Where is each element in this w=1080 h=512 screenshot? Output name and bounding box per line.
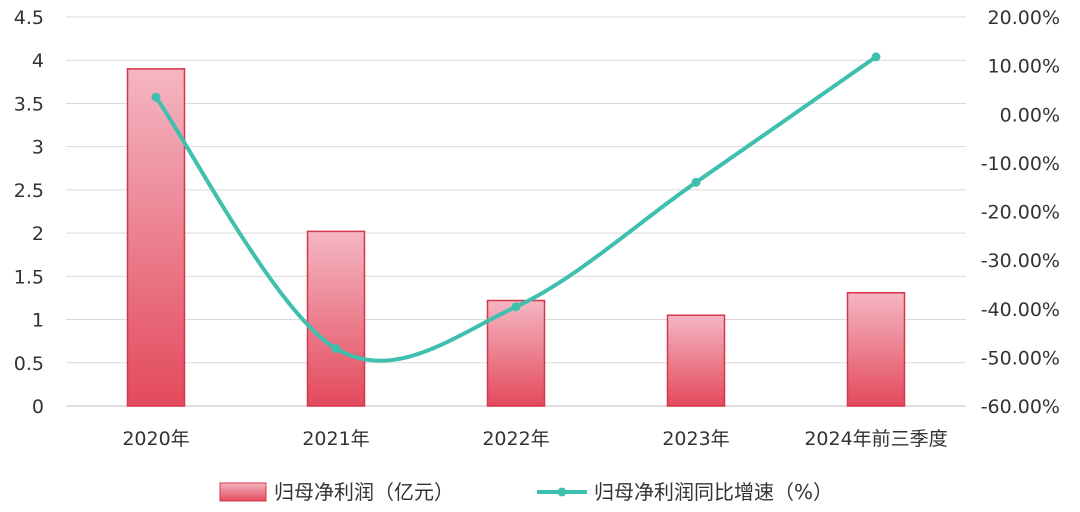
x-tick-label: 2022年 [482,428,549,450]
left-axis-ticks: 0 0.5 1 1.5 2 2.5 3 3.5 4 4.5 [14,7,44,418]
left-tick-label: 1.5 [14,266,44,288]
right-tick-label: 20.00% [988,7,1060,29]
left-tick-label: 4.5 [14,7,44,29]
right-tick-label: 0.00% [1000,104,1060,126]
left-tick-label: 2 [32,223,44,245]
line-point [151,92,161,102]
growth-line [154,54,878,363]
x-tick-label: 2021年 [302,428,369,450]
left-tick-label: 0 [32,396,44,418]
right-tick-label: -50.00% [981,347,1060,369]
line-point [331,344,341,354]
legend-line-marker [557,487,567,497]
right-tick-label: 10.00% [988,56,1060,78]
bar [306,230,366,407]
right-tick-label: -60.00% [981,396,1060,418]
line-point [691,177,701,187]
line-point [871,52,881,62]
bar [666,314,726,407]
left-tick-label: 4 [32,50,44,72]
line-point [511,302,521,312]
bar [126,68,186,407]
legend-bar-swatch [219,482,267,502]
left-tick-label: 0.5 [14,353,44,375]
left-tick-label: 3 [32,137,44,159]
line-series [151,52,881,363]
legend-bar-label: 归母净利润（亿元） [274,480,454,504]
x-tick-label: 2024年前三季度 [804,428,947,450]
legend: 归母净利润（亿元） 归母净利润同比增速（%） [219,480,833,504]
left-tick-label: 1 [32,310,44,332]
right-axis-ticks: -60.00% -50.00% -40.00% -30.00% -20.00% -10.0… [981,7,1060,418]
left-tick-label: 3.5 [14,93,44,115]
right-tick-label: -40.00% [981,299,1060,321]
gridlines [66,16,966,407]
bar-series [126,68,906,407]
right-tick-label: -30.00% [981,250,1060,272]
x-tick-label: 2023年 [662,428,729,450]
left-tick-label: 2.5 [14,180,44,202]
legend-line-label: 归母净利润同比增速（%） [594,480,833,504]
right-tick-label: -10.00% [981,153,1060,175]
bar [846,292,906,407]
right-tick-label: -20.00% [981,202,1060,224]
x-axis-ticks: 2020年 2021年 2022年 2023年 2024年前三季度 [122,428,947,450]
x-tick-label: 2020年 [122,428,189,450]
